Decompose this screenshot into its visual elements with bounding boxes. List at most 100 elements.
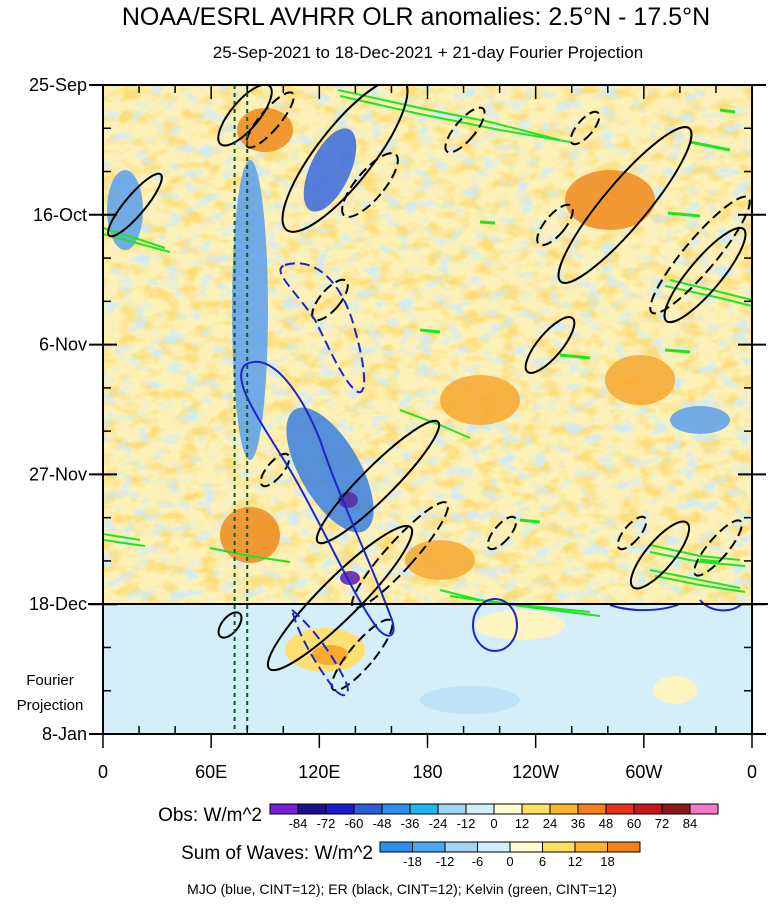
- dry-anomaly-patch: [440, 375, 520, 425]
- waves-colorbar-label: Sum of Waves: W/m^2: [181, 843, 373, 864]
- colorbar-tick-label: -18: [403, 854, 422, 869]
- colorbar-swatch: [493, 803, 523, 815]
- colorbar-swatch: [444, 841, 478, 853]
- projection-label-line-1: Fourier: [26, 672, 74, 689]
- colorbar-tick-label: 36: [571, 816, 585, 831]
- projection-background: [103, 604, 752, 734]
- er-negative-contour: [444, 106, 486, 154]
- colorbar-swatch: [409, 803, 439, 815]
- colorbar-swatch: [633, 803, 663, 815]
- colorbar-swatch: [325, 803, 355, 815]
- colorbar-swatch: [412, 841, 446, 853]
- dry-anomaly-patch: [220, 507, 280, 563]
- er-negative-contour: [616, 515, 648, 551]
- colorbar-tick-label: -12: [457, 816, 476, 831]
- x-tick-label: 60W: [625, 762, 662, 782]
- projection-shade-warm: [653, 676, 697, 704]
- projection-shading: [285, 610, 697, 714]
- projection-shade-warm: [475, 610, 565, 640]
- er-negative-contour: [693, 519, 743, 577]
- er-negative-contour: [311, 278, 349, 322]
- convective-anomaly-band: [232, 160, 268, 460]
- colorbar-swatch: [542, 841, 576, 853]
- er-negative-contour: [351, 501, 449, 609]
- colorbar-swatch: [353, 803, 383, 815]
- er-negative-contour: [649, 195, 751, 315]
- y-tick-label: 25-Sep: [29, 75, 87, 95]
- x-axis: 0 60E 120E 180 120W 60W 0: [98, 85, 757, 782]
- obs-colorbar: -84 -72 -60 -48 -36 -24 -12 0 12 24 36 48 60 72 84: [269, 803, 719, 831]
- obs-field-blue-texture: [103, 85, 752, 604]
- er-positive-contour: [524, 316, 576, 374]
- colorbar-swatch: [577, 803, 607, 815]
- plot-area: [103, 85, 752, 734]
- y-tick-label: 27-Nov: [29, 464, 87, 484]
- colorbar-swatch: [549, 803, 579, 815]
- colorbar-swatch: [574, 841, 608, 853]
- colorbar-tick-label: -6: [472, 854, 484, 869]
- y-tick-label: 18-Dec: [29, 594, 87, 614]
- colorbar-tick-label: 24: [543, 816, 557, 831]
- colorbar-tick-label: 12: [515, 816, 529, 831]
- er-positive-contour: [107, 172, 163, 238]
- colorbar-tick-label: 6: [539, 854, 546, 869]
- colorbar-tick-label: 0: [506, 854, 513, 869]
- colorbar-swatch: [379, 841, 413, 853]
- x-tick-label: 120W: [512, 762, 559, 782]
- colorbar-tick-label: 12: [568, 854, 582, 869]
- er-positive-contour: [629, 520, 691, 590]
- colorbar-tick-label: 84: [683, 816, 697, 831]
- colorbar-swatch: [465, 803, 495, 815]
- dry-anomaly-patch: [565, 170, 655, 230]
- er-positive-contour: [315, 419, 441, 545]
- colorbar-swatch: [297, 803, 327, 815]
- colorbar-tick-label: 72: [655, 816, 669, 831]
- er-negative-contour: [330, 618, 394, 692]
- colorbar-swatch: [661, 803, 691, 815]
- er-negative-contours: [245, 91, 751, 692]
- colorbar-swatch: [381, 803, 411, 815]
- colorbar-tick-label: -12: [436, 854, 455, 869]
- x-tick-label: 180: [412, 762, 442, 782]
- colorbar-tick-label: 60: [627, 816, 641, 831]
- colorbar-tick-label: 0: [490, 816, 497, 831]
- er-negative-contour: [341, 152, 399, 218]
- chart-subtitle: 25-Sep-2021 to 18-Dec-2021 + 21-day Four…: [213, 43, 643, 62]
- colorbar-swatch: [607, 841, 641, 853]
- colorbar-tick-label: -72: [317, 816, 336, 831]
- convective-anomaly-band: [670, 406, 730, 434]
- colorbar-swatch: [521, 803, 551, 815]
- colorbar-swatch: [689, 803, 719, 815]
- projection-shade-cool: [420, 686, 520, 714]
- mjo-positive-contour: [472, 598, 518, 652]
- colorbar-swatch: [605, 803, 635, 815]
- colorbar-swatch: [477, 841, 511, 853]
- er-negative-contour: [486, 515, 518, 551]
- waves-colorbar: -18 -12 -6 0 6 12 18: [379, 841, 641, 869]
- chart-title: NOAA/ESRL AVHRR OLR anomalies: 2.5°N - 1…: [122, 3, 710, 31]
- er-negative-contour: [569, 110, 601, 146]
- colorbar-swatch: [269, 803, 299, 815]
- x-tick-label: 60E: [195, 762, 227, 782]
- convective-anomaly-band: [303, 128, 357, 212]
- projection-label-line-2: Projection: [17, 697, 84, 714]
- colorbar-tick-label: -48: [373, 816, 392, 831]
- footer-note: MJO (blue, CINT=12); ER (black, CINT=12)…: [187, 881, 617, 897]
- colorbar-tick-label: 48: [599, 816, 613, 831]
- dry-anomaly-patch: [605, 355, 675, 405]
- x-tick-label: 0: [98, 762, 108, 782]
- colorbar-tick-label: -60: [345, 816, 364, 831]
- er-positive-contour: [266, 524, 414, 672]
- er-negative-contour: [536, 203, 574, 247]
- colorbar-tick-label: -84: [289, 816, 308, 831]
- colorbar-tick-label: -24: [429, 816, 448, 831]
- colorbar-tick-label: 18: [600, 854, 614, 869]
- colorbar-swatch: [509, 841, 543, 853]
- er-positive-contour: [217, 611, 243, 639]
- projection-shade-hot: [312, 645, 348, 665]
- obs-colorbar-label: Obs: W/m^2: [158, 805, 262, 826]
- mjo-contours: [240, 360, 743, 652]
- er-negative-contour: [245, 91, 295, 149]
- er-negative-contour: [259, 452, 291, 488]
